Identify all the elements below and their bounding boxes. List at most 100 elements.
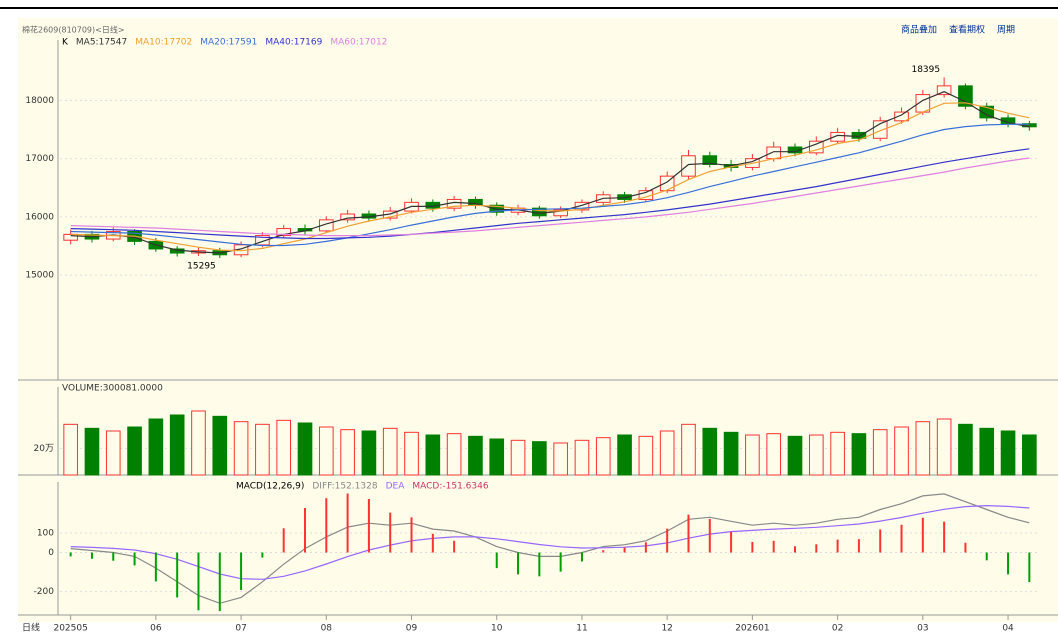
macd-line — [70, 493, 1030, 604]
volume-bar — [936, 418, 952, 476]
volume-bar — [404, 431, 419, 476]
candle-body — [766, 146, 782, 160]
candle-body — [553, 209, 568, 217]
volume-bar — [638, 435, 654, 476]
volume-bar — [212, 415, 228, 476]
x-tick-label: 202601 — [735, 624, 769, 634]
x-tick-label: 08 — [321, 624, 333, 634]
volume-bar — [255, 423, 270, 476]
volume-bar — [894, 426, 909, 476]
toolbar-button[interactable]: 周期 — [997, 25, 1015, 36]
x-tick-label: 04 — [1002, 624, 1014, 634]
legend-entry: MACD:-151.6346 — [412, 482, 488, 492]
candle-body — [787, 146, 803, 154]
legend-entry: DIFF:152.1328 — [312, 482, 377, 492]
legend-entry: MA60:17012 — [330, 38, 387, 48]
volume-bar — [340, 429, 355, 476]
volume-bar — [276, 419, 292, 476]
y-tick-label: 100 — [37, 528, 54, 538]
candle-body — [936, 85, 952, 96]
candle-body — [340, 213, 355, 221]
legend-entry: MA10:17702 — [135, 38, 192, 48]
volume-bar — [915, 421, 931, 476]
x-tick-label: 12 — [661, 624, 672, 634]
candle-body — [574, 201, 590, 211]
candle-body — [318, 219, 334, 232]
ma-line — [70, 148, 1030, 240]
volume-bar — [84, 427, 100, 476]
volume-bar — [553, 442, 568, 476]
legend-entry: VOLUME:300081.0000 — [62, 384, 163, 394]
y-tick-label: 0 — [48, 548, 54, 558]
legend-title: MACD(12,26,9) — [236, 482, 304, 492]
volume-bar — [105, 430, 121, 476]
candle-body — [979, 105, 995, 119]
volume-bar — [745, 434, 760, 476]
volume-bar — [872, 429, 888, 476]
volume-bar — [595, 437, 611, 476]
volume-bar — [297, 422, 313, 476]
candle-body — [255, 235, 270, 246]
candle-body — [894, 111, 909, 122]
candle-body — [681, 155, 696, 177]
volume-bar — [766, 433, 782, 476]
volume-bar — [659, 430, 675, 476]
volume-bar — [425, 434, 441, 476]
volume-bar — [127, 426, 142, 476]
volume-bar — [702, 427, 718, 476]
ma-line — [70, 157, 1030, 237]
candle-body — [851, 131, 867, 139]
candle-body — [63, 233, 78, 241]
y-tick-label: 20万 — [34, 444, 54, 454]
chart-title: 棉花2609(810709)<日线> — [22, 25, 125, 35]
y-tick-label: 15000 — [25, 271, 54, 281]
volume-bar — [979, 427, 995, 476]
volume-bar — [382, 427, 398, 476]
volume-bar — [787, 435, 803, 476]
legend-title: K — [62, 38, 69, 48]
volume-bar — [1022, 434, 1037, 476]
legend-entry: DEA — [386, 482, 406, 492]
y-tick-label: 18000 — [25, 96, 54, 106]
volume-bar — [446, 433, 462, 476]
macd-line — [70, 504, 1030, 580]
volume-bar — [63, 423, 78, 476]
volume-bar — [681, 423, 696, 476]
high-annotation: 18395 — [911, 65, 940, 75]
volume-bar — [148, 418, 164, 476]
x-tick-label: 06 — [150, 624, 162, 634]
volume-bar — [191, 410, 206, 476]
period-label: 日线 — [22, 622, 40, 634]
ma-line — [70, 123, 1030, 247]
y-tick-label: 16000 — [25, 212, 54, 222]
volume-bar — [318, 426, 334, 476]
legend-entry: MA40:17169 — [265, 38, 322, 48]
volume-bar — [617, 434, 632, 476]
x-tick-label: 09 — [406, 624, 418, 634]
volume-bar — [830, 431, 845, 476]
x-tick-label: 03 — [917, 624, 928, 634]
volume-bar — [489, 438, 505, 476]
legend-entry: MA20:17591 — [200, 38, 257, 48]
volume-bar — [532, 441, 547, 476]
low-annotation: 15295 — [187, 261, 216, 271]
volume-bar — [169, 414, 185, 476]
volume-bar — [808, 434, 824, 476]
x-tick-label: 02 — [832, 624, 843, 634]
x-tick-label: 11 — [576, 624, 587, 634]
toolbar-button[interactable]: 查看期权 — [949, 24, 985, 36]
volume-bar — [510, 439, 526, 476]
candle-body — [958, 85, 973, 107]
candle-body — [830, 131, 845, 142]
plot-background — [18, 18, 1058, 622]
volume-bar — [1000, 430, 1016, 476]
legend-entry: MA5:17547 — [76, 38, 127, 48]
x-tick-label: 202505 — [53, 624, 87, 634]
volume-bar — [723, 431, 739, 476]
candle-body — [276, 228, 292, 237]
toolbar-button[interactable]: 商品叠加 — [901, 24, 937, 36]
volume-bar — [851, 433, 867, 476]
volume-bar — [468, 435, 483, 476]
volume-bar — [361, 430, 377, 476]
